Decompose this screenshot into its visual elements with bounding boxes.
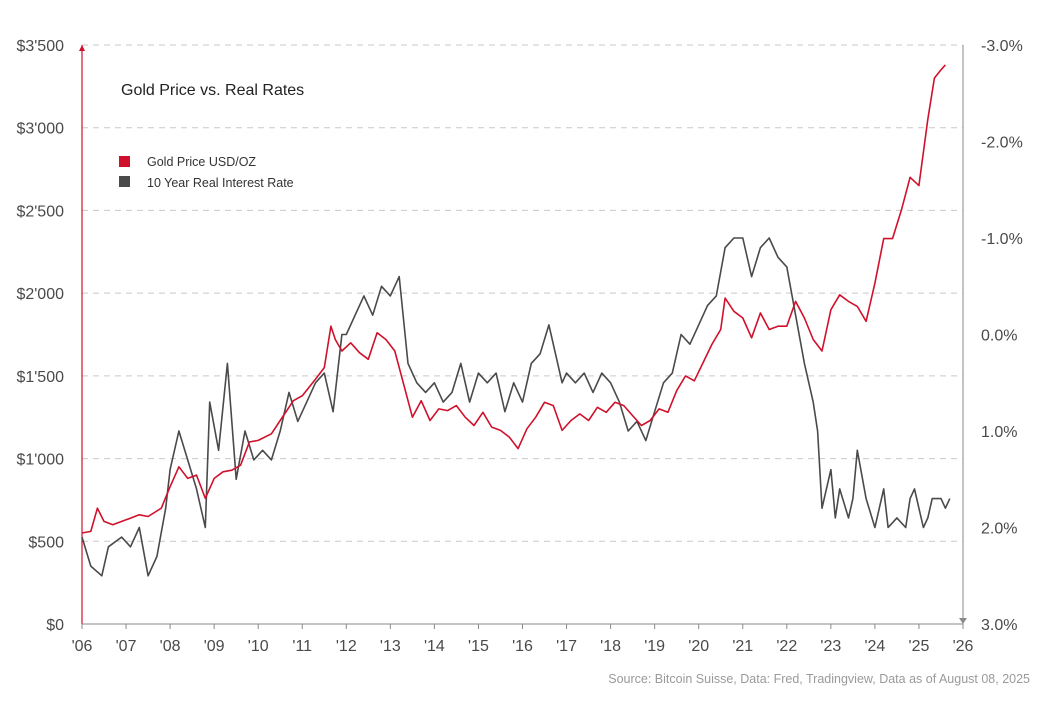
gridlines: [82, 44, 963, 542]
legend-label-gold: Gold Price USD/OZ: [147, 155, 256, 169]
x-tick-label: '06: [72, 638, 93, 655]
x-tick-label: '07: [116, 638, 137, 655]
left-tick-label: $0: [46, 617, 64, 634]
x-tick-label: '24: [864, 638, 885, 655]
x-tick-label: '21: [732, 638, 753, 655]
left-axis-ticks: $0 $500 $1'000 $1'500 $2'000 $2'500 $3'000 $3'5…: [16, 38, 64, 634]
right-tick-label: -2.0%: [981, 135, 1023, 152]
left-tick-label: $1'000: [16, 452, 64, 469]
right-axis-ticks: -3.0% -2.0% -1.0% 0.0% 1.0% 2.0% 3.0%: [981, 38, 1023, 634]
x-tick-label: '15: [468, 638, 489, 655]
x-tick-label: '23: [820, 638, 841, 655]
axes: [79, 45, 967, 625]
right-tick-label: 2.0%: [981, 521, 1017, 538]
right-tick-label: -3.0%: [981, 38, 1023, 55]
legend-label-real-rate: 10 Year Real Interest Rate: [147, 176, 294, 190]
x-tick-label: '26: [953, 638, 974, 655]
x-tick-label: '09: [204, 638, 225, 655]
left-axis-arrow: [79, 45, 85, 51]
x-tick-label: '12: [336, 638, 357, 655]
series-layer: [81, 64, 951, 577]
right-tick-label: 1.0%: [981, 424, 1017, 441]
x-tick-label: '13: [380, 638, 401, 655]
x-tick-label: '08: [160, 638, 181, 655]
legend: Gold Price USD/OZ 10 Year Real Interest …: [119, 155, 294, 190]
x-tick-label: '10: [248, 638, 269, 655]
x-tick-label: '25: [909, 638, 930, 655]
x-tick-label: '20: [688, 638, 709, 655]
legend-swatch-real-rate: [119, 176, 130, 187]
x-tick-label: '18: [600, 638, 621, 655]
series-line-real-rate: [81, 237, 951, 577]
left-tick-label: $500: [28, 534, 64, 551]
series-line-gold-price: [81, 64, 946, 534]
right-tick-label: 3.0%: [981, 617, 1017, 634]
right-tick-label: -1.0%: [981, 231, 1023, 248]
x-tick-label: '19: [644, 638, 665, 655]
source-note: Source: Bitcoin Suisse, Data: Fred, Trad…: [608, 672, 1030, 686]
x-tick-label: '16: [512, 638, 533, 655]
x-tick-label: '22: [776, 638, 797, 655]
chart-title: Gold Price vs. Real Rates: [121, 82, 304, 99]
left-tick-label: $1'500: [16, 369, 64, 386]
x-tick-label: '11: [292, 638, 312, 655]
left-tick-label: $2'000: [16, 286, 64, 303]
right-axis-arrow: [959, 618, 967, 624]
left-tick-label: $3'500: [16, 38, 64, 55]
x-tick-label: '17: [556, 638, 577, 655]
left-tick-label: $2'500: [16, 203, 64, 220]
x-axis-ticks: '06 '07 '08 '09 '10 '11 '12 '13 '14 '15 '16 '17 '18 '…: [72, 624, 974, 655]
legend-swatch-gold: [119, 156, 130, 167]
right-tick-label: 0.0%: [981, 328, 1017, 345]
x-tick-label: '14: [424, 638, 445, 655]
left-tick-label: $3'000: [16, 121, 64, 138]
